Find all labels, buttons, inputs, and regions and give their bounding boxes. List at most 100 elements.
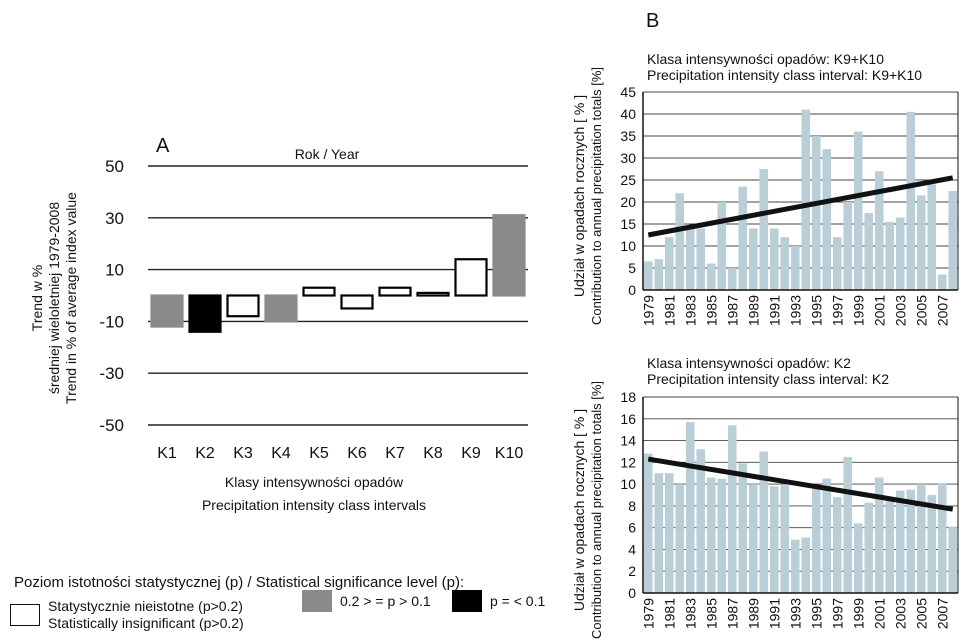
bar-1995: [811, 136, 821, 290]
x-tick-label: 2001: [871, 295, 887, 326]
bar-1979: [643, 261, 653, 290]
bar-1984: [696, 228, 706, 290]
chart-b-top-trend: [647, 175, 954, 238]
x-tick-label: 2005: [913, 295, 929, 326]
x-tick-label: K6: [347, 445, 367, 462]
bar-1990: [759, 169, 769, 290]
chart-b-bottom-bars: [643, 422, 958, 593]
x-tick-label: K7: [385, 445, 405, 462]
y-tick-label: 25: [620, 172, 636, 188]
y-tick-label: 15: [620, 216, 636, 232]
y-tick-label: 14: [620, 433, 636, 449]
x-tick-label: 2003: [892, 598, 908, 629]
bar-k2: [188, 294, 222, 333]
chart-a: A Rok / Year Trend w % średniej wielolet…: [29, 135, 528, 513]
bar-k4: [264, 294, 298, 323]
chart-b-top-title-1: Klasa intensywności opadów: K9+K10: [647, 51, 884, 67]
bar-1999: [853, 523, 863, 593]
bar-1986: [717, 478, 727, 593]
x-tick-label: K3: [233, 445, 253, 462]
bar-1992: [780, 237, 790, 290]
chart-a-ylabel-3: Trend in % of average index value: [63, 192, 79, 404]
bar-2005: [916, 484, 926, 593]
bar-1981: [664, 473, 674, 593]
legend-title: Poziom istotności statystycznej (p) / St…: [14, 574, 465, 591]
y-tick-label: 10: [620, 476, 636, 492]
x-tick-label: K4: [271, 445, 291, 462]
bar-k1: [150, 294, 184, 328]
y-tick-label: 12: [620, 454, 636, 470]
x-tick-label: 1993: [787, 295, 803, 326]
bar-1989: [748, 228, 758, 290]
y-tick-label: 8: [628, 498, 636, 514]
chart-b-bottom-trend: [647, 456, 954, 512]
y-tick-label: 0: [628, 585, 636, 601]
bar-k6: [340, 294, 374, 310]
bar-2007: [937, 274, 947, 290]
x-tick-label: 1981: [661, 598, 677, 629]
y-tick-label: -30: [99, 364, 124, 383]
y-tick-label: 5: [628, 260, 636, 276]
y-tick-label: 0: [628, 282, 636, 298]
bar-2008: [948, 526, 958, 593]
x-tick-label: 1999: [850, 598, 866, 629]
bar-1983: [685, 422, 695, 593]
chart-a-bars: [150, 214, 526, 333]
legend-label-significant: p = < 0.1: [490, 592, 546, 609]
chart-b-top-x-ticks: 1979 1981 1983 1985 1987 1989 1991 1993 1995 1997…: [640, 295, 950, 326]
x-tick-label: K5: [309, 445, 329, 462]
bar-1991: [769, 486, 779, 593]
bar-1996: [822, 478, 832, 593]
y-tick-label: 10: [105, 261, 124, 280]
y-tick-label: 30: [620, 150, 636, 166]
bar-1999: [853, 131, 863, 290]
legend-swatch-white: [10, 604, 40, 626]
bar-1994: [801, 109, 811, 290]
panel-label-b: B: [646, 10, 659, 32]
bar-1993: [790, 246, 800, 290]
bar-1980: [654, 473, 664, 593]
bar-2004: [906, 489, 916, 593]
bar-1998: [843, 456, 853, 593]
y-tick-label: 10: [620, 238, 636, 254]
chart-b-top-grid: [643, 91, 958, 291]
x-tick-label: 1985: [703, 295, 719, 326]
chart-b-top-ylabel-1: Udział w opadach rocznych [ % ]: [571, 95, 587, 297]
bar-2001: [874, 171, 884, 290]
y-tick-label: 30: [105, 209, 124, 228]
x-tick-label: 1981: [661, 295, 677, 326]
bar-2000: [864, 213, 874, 290]
chart-b-top: Klasa intensywności opadów: K9+K10 Preci…: [571, 51, 959, 326]
chart-a-xlabel-1: Klasy intensywności opadów: [225, 474, 404, 490]
bar-1984: [696, 449, 706, 593]
bar-1996: [822, 149, 832, 290]
y-tick-label: 20: [620, 194, 636, 210]
x-tick-label: 1989: [745, 598, 761, 629]
y-tick-label: 16: [620, 411, 636, 427]
bar-2006: [927, 184, 937, 290]
legend-item-insignificant: Statystycznie nieistotne (p>0.2) Statist…: [10, 598, 244, 632]
bar-1980: [654, 259, 664, 290]
x-tick-label: 1987: [724, 295, 740, 326]
trend-line: [647, 175, 954, 238]
x-tick-label: 1991: [766, 295, 782, 326]
chart-a-xlabel-2: Precipitation intensity class intervals: [202, 497, 426, 513]
x-tick-label: 1999: [850, 295, 866, 326]
legend-label-insignificant-pl: Statystycznie nieistotne (p>0.2): [48, 598, 243, 614]
bar-1985: [706, 263, 716, 290]
y-tick-label: 40: [620, 106, 636, 122]
x-tick-label: 1979: [640, 295, 656, 326]
x-tick-label: K8: [423, 445, 443, 462]
chart-b-top-title-2: Precipitation intensity class interval: …: [647, 67, 922, 83]
bar-1987: [727, 268, 737, 290]
chart-b-bottom-grid: [643, 396, 958, 594]
bar-1989: [748, 484, 758, 593]
bar-2008: [948, 191, 958, 290]
legend-label-moderate: 0.2 > = p > 0.1: [340, 592, 431, 609]
bar-2004: [906, 111, 916, 290]
x-tick-label: 1987: [724, 598, 740, 629]
bar-1985: [706, 477, 716, 593]
bar-k9: [454, 258, 488, 297]
bar-1997: [832, 497, 842, 593]
